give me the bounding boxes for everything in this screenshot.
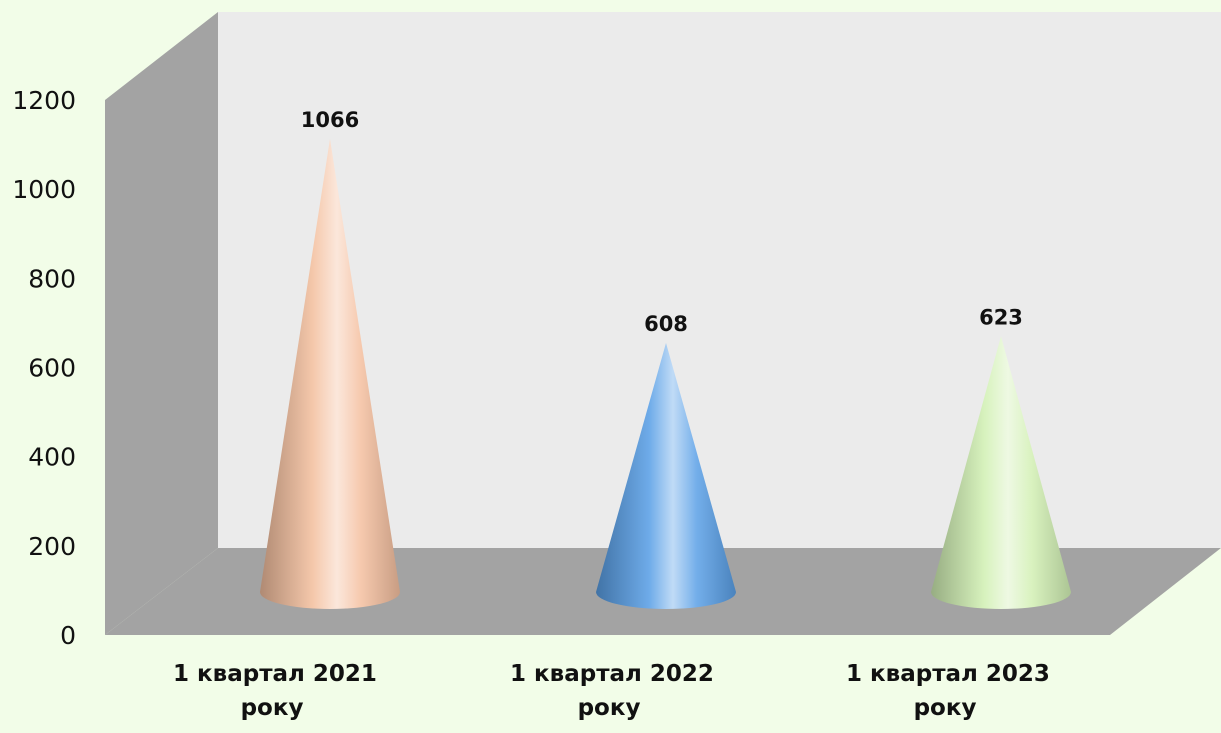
y-tick-label: 0 (60, 621, 76, 650)
x-axis: 1 квартал 2021 року 1 квартал 2022 року 1 кв… (173, 661, 1050, 721)
back-wall (218, 12, 1221, 548)
y-tick-label: 600 (28, 354, 76, 383)
y-tick-label: 400 (28, 443, 76, 472)
y-tick-label: 800 (28, 264, 76, 293)
data-label-3: 623 (979, 305, 1023, 329)
cone-bar-1 (260, 138, 400, 609)
cone-bar-2 (596, 342, 736, 609)
x-tick-label-1: 1 квартал 2021 року (173, 661, 377, 721)
left-wall (105, 12, 218, 635)
y-tick-label: 1000 (12, 175, 76, 204)
data-labels: 1066 608 623 (301, 108, 1023, 336)
y-tick-label: 1200 (12, 86, 76, 115)
x-tick-label-3: 1 квартал 2023 року (846, 661, 1050, 721)
data-label-1: 1066 (301, 108, 359, 132)
y-tick-label: 200 (28, 532, 76, 561)
x-tick-label-2: 1 квартал 2022 року (510, 661, 714, 721)
y-axis: 0 200 400 600 800 1000 1200 (12, 86, 76, 650)
data-label-2: 608 (644, 312, 688, 336)
cone-series (260, 138, 1071, 609)
cone-bar-3 (931, 336, 1071, 609)
